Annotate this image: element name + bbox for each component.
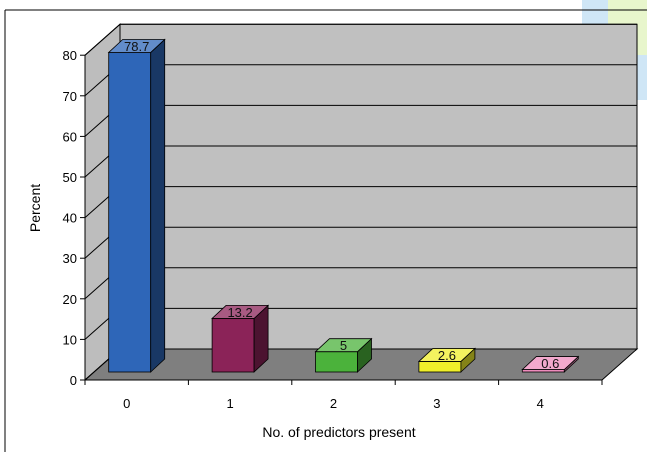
bar-top bbox=[417, 348, 476, 362]
bar-front bbox=[315, 351, 358, 373]
y-tick-label: 50 bbox=[63, 170, 77, 185]
decor-block-blue-2 bbox=[636, 55, 647, 100]
plot-area: 0 10 20 30 40 50 60 70 80 78.7 0 13.2 1 5 2 2.6 3 0.6 4 bbox=[63, 23, 639, 411]
bar-top bbox=[211, 305, 270, 319]
y-tick-label: 0 bbox=[70, 373, 77, 388]
data-label: 13.2 bbox=[227, 305, 252, 320]
bar-side bbox=[150, 38, 166, 373]
data-label: 2.6 bbox=[438, 348, 456, 363]
x-tick-label: 3 bbox=[433, 396, 440, 411]
y-tick-label: 80 bbox=[63, 48, 77, 63]
bar-top bbox=[107, 39, 166, 53]
bar-front bbox=[108, 52, 152, 373]
side-gridline bbox=[84, 23, 121, 56]
bar-front bbox=[418, 361, 462, 373]
y-tick-label: 10 bbox=[63, 332, 77, 347]
y-axis-label: Percent bbox=[27, 184, 43, 232]
x-tick-label: 0 bbox=[123, 396, 130, 411]
y-tick-label: 60 bbox=[63, 129, 77, 144]
y-tick-label: 30 bbox=[63, 251, 77, 266]
bar-front bbox=[211, 318, 255, 373]
bar-top bbox=[521, 356, 580, 370]
x-tick-label: 1 bbox=[226, 396, 233, 411]
x-tick-label: 2 bbox=[330, 396, 337, 411]
y-tick-label: 40 bbox=[63, 211, 77, 226]
y-tick-label: 20 bbox=[63, 292, 77, 307]
data-label: 5 bbox=[340, 338, 347, 353]
x-axis-label: No. of predictors present bbox=[262, 424, 415, 440]
data-label: 0.6 bbox=[541, 356, 559, 371]
data-label: 78.7 bbox=[124, 39, 149, 54]
y-tick-label: 70 bbox=[63, 89, 77, 104]
x-tick-label: 4 bbox=[537, 396, 544, 411]
bar-top bbox=[314, 338, 373, 353]
